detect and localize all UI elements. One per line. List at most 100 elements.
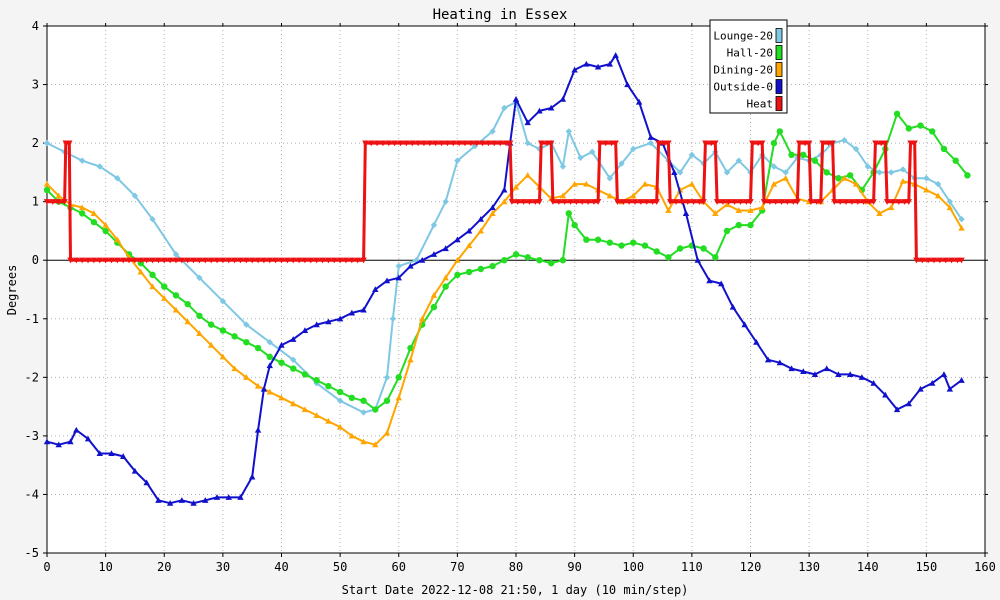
data-point-hall-20 <box>383 397 391 404</box>
data-point-lounge-20 <box>688 151 696 159</box>
data-point-heat <box>78 257 86 264</box>
data-point-heat <box>114 257 121 264</box>
data-point-heat <box>307 257 315 264</box>
y-tick-label: -3 <box>25 429 39 443</box>
data-point-hall-20 <box>940 145 948 153</box>
data-point-heat <box>794 199 801 205</box>
data-point-heat <box>190 257 197 264</box>
data-point-heat <box>561 199 568 205</box>
y-tick-label: -1 <box>25 312 39 326</box>
data-point-lounge-20 <box>96 163 103 170</box>
data-point-hall-20 <box>565 210 572 217</box>
series-hall-20 <box>43 110 971 413</box>
data-point-hall-20 <box>231 333 238 340</box>
data-point-heat <box>901 199 908 205</box>
data-point-heat <box>538 140 545 147</box>
data-point-heat <box>102 257 109 264</box>
data-point-heat <box>766 199 774 205</box>
data-point-hall-20 <box>430 303 438 311</box>
data-point-lounge-20 <box>454 157 461 164</box>
data-point-lounge-20 <box>524 139 531 147</box>
data-point-lounge-20 <box>559 163 567 170</box>
data-point-dining-20 <box>149 283 156 290</box>
data-point-heat <box>754 140 762 147</box>
data-point-heat <box>467 140 475 147</box>
data-point-lounge-20 <box>618 160 625 167</box>
data-point-dining-20 <box>102 221 109 228</box>
y-tick-label: -2 <box>25 370 39 384</box>
data-point-heat <box>272 257 279 264</box>
data-point-hall-20 <box>161 283 168 290</box>
data-point-heat <box>290 257 297 264</box>
data-point-hall-20 <box>219 327 227 334</box>
data-point-outside-0 <box>764 356 772 363</box>
data-point-heat <box>202 257 209 264</box>
data-point-outside-0 <box>905 400 912 407</box>
data-point-dining-20 <box>759 204 766 211</box>
data-point-dining-20 <box>325 418 332 424</box>
data-point-outside-0 <box>143 479 150 486</box>
data-point-dining-20 <box>313 412 320 418</box>
data-point-lounge-20 <box>243 321 250 328</box>
data-point-hall-20 <box>512 251 520 258</box>
data-point-heat <box>479 140 486 147</box>
data-point-lounge-20 <box>360 409 367 416</box>
data-point-outside-0 <box>213 494 221 500</box>
data-point-lounge-20 <box>565 128 572 135</box>
data-point-heat <box>385 140 392 147</box>
data-point-hall-20 <box>700 245 707 252</box>
data-point-hall-20 <box>823 169 830 176</box>
data-point-hall-20 <box>278 359 285 366</box>
data-point-outside-0 <box>465 227 473 234</box>
data-point-outside-0 <box>278 341 285 348</box>
data-point-lounge-20 <box>536 145 543 153</box>
data-point-heat <box>848 199 856 205</box>
data-point-outside-0 <box>858 374 866 380</box>
data-point-heat <box>637 199 645 205</box>
data-point-hall-20 <box>266 353 273 361</box>
data-point-hall-20 <box>917 122 924 129</box>
data-point-heat <box>643 199 650 205</box>
data-point-outside-0 <box>325 318 332 325</box>
data-point-heat <box>313 257 320 264</box>
data-point-dining-20 <box>161 295 168 301</box>
data-point-heat <box>948 257 955 264</box>
legend-swatch <box>775 96 783 111</box>
data-point-outside-0 <box>612 52 619 58</box>
data-point-heat <box>555 199 562 205</box>
data-point-heat <box>409 140 416 147</box>
data-point-heat <box>354 257 361 264</box>
data-point-lounge-20 <box>630 145 637 153</box>
data-point-lounge-20 <box>589 148 596 156</box>
data-point-heat <box>870 199 877 205</box>
data-point-heat <box>420 140 428 147</box>
data-point-heat <box>954 257 961 264</box>
x-tick-label: 80 <box>509 560 523 574</box>
data-point-hall-20 <box>501 257 508 264</box>
data-point-outside-0 <box>301 327 309 334</box>
data-point-lounge-20 <box>888 169 895 176</box>
data-point-heat <box>608 140 615 147</box>
data-point-heat <box>455 140 463 147</box>
x-tick-label: 140 <box>857 560 879 574</box>
data-point-dining-20 <box>852 180 860 187</box>
data-point-outside-0 <box>647 134 655 140</box>
data-point-heat <box>684 199 691 205</box>
legend-label: Hall-20 <box>727 47 773 60</box>
data-point-outside-0 <box>694 257 701 263</box>
data-point-hall-20 <box>78 210 86 217</box>
data-point-heat <box>825 140 832 147</box>
data-point-dining-20 <box>841 175 848 181</box>
x-tick-label: 150 <box>916 560 938 574</box>
data-point-heat <box>672 199 680 205</box>
x-tick-label: 60 <box>392 560 406 574</box>
data-point-dining-20 <box>266 388 273 395</box>
data-point-dining-20 <box>137 268 144 275</box>
data-point-heat <box>55 199 62 205</box>
data-point-outside-0 <box>917 385 924 392</box>
data-point-heat <box>414 140 422 147</box>
data-point-outside-0 <box>594 63 602 70</box>
y-tick-label: 4 <box>32 19 39 33</box>
data-point-hall-20 <box>102 227 109 235</box>
